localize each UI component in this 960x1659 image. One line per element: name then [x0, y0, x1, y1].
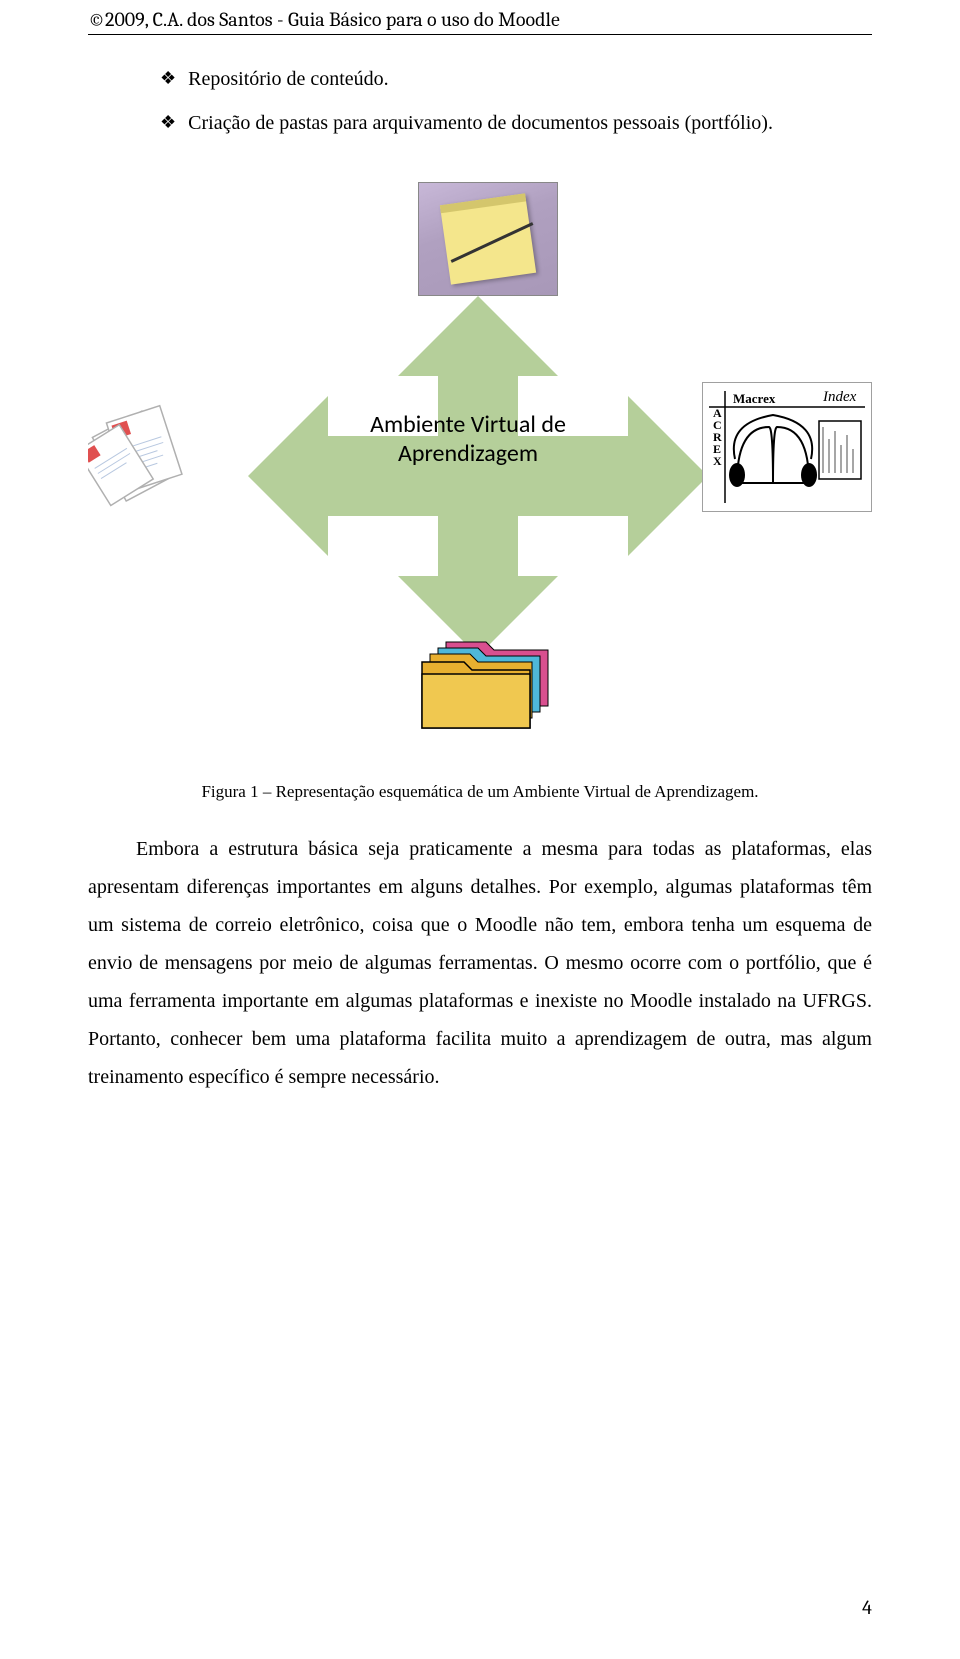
center-label-line2: Aprendizagem — [398, 439, 538, 468]
bullet-icon: ❖ — [160, 106, 176, 140]
diagram: Ambiente Virtual de Aprendizagem — [88, 162, 872, 742]
page-header: ©2009, C.A. dos Santos - Guia Básico par… — [88, 8, 872, 35]
list-item: ❖ Repositório de conteúdo. — [160, 60, 872, 98]
body-paragraph: Embora a estrutura básica seja praticame… — [88, 830, 872, 1096]
figure-caption: Figura 1 – Representação esquemática de … — [88, 782, 872, 802]
notepad-paper-icon — [440, 193, 536, 284]
bullet-text: Repositório de conteúdo. — [188, 60, 872, 98]
diagram-center-label: Ambiente Virtual de Aprendizagem — [338, 410, 598, 468]
folders-icon — [416, 634, 560, 734]
header-text: ©2009, C.A. dos Santos - Guia Básico par… — [88, 8, 560, 31]
center-label-line1: Ambiente Virtual de — [370, 410, 566, 439]
page-content: ❖ Repositório de conteúdo. ❖ Criação de … — [88, 60, 872, 1096]
papers-icon — [88, 398, 206, 510]
macrex-label: Macrex — [733, 391, 776, 406]
bullet-text: Criação de pastas para arquivamento de d… — [188, 104, 872, 142]
page-number: 4 — [862, 1596, 872, 1619]
index-card-icon: Macrex A C R E X — [702, 382, 872, 512]
svg-text:X: X — [713, 454, 722, 468]
notepad-image — [418, 182, 558, 296]
index-label: Index — [822, 389, 857, 405]
bullet-icon: ❖ — [160, 62, 176, 96]
cross-arrows-icon — [218, 286, 738, 666]
list-item: ❖ Criação de pastas para arquivamento de… — [160, 104, 872, 142]
bullet-list: ❖ Repositório de conteúdo. ❖ Criação de … — [160, 60, 872, 142]
